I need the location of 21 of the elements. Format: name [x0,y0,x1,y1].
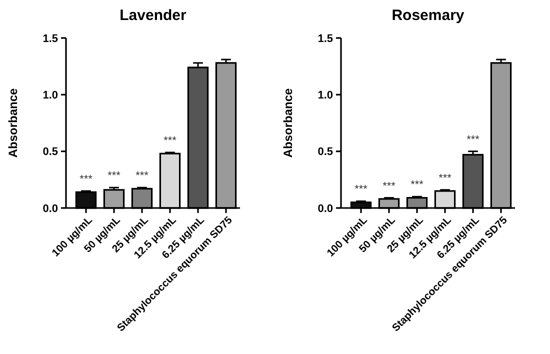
annotation: *** [108,170,122,182]
y-tick-label: 1.5 [318,32,333,45]
chart-title: Lavender [120,7,187,24]
annotation: *** [164,134,178,147]
y-tick-label: 1.5 [42,32,58,45]
y-tick-label: 0.5 [318,146,333,158]
y-tick-label: 1.0 [318,90,333,102]
annotation: *** [382,180,396,192]
y-tick-label: 0.0 [318,202,333,215]
y-axis-title: Absorbance [281,88,295,158]
y-tick-label: 1.0 [42,90,58,102]
annotation: *** [354,184,368,196]
annotation: *** [80,174,94,186]
annotation: *** [438,172,452,184]
y-axis-title: Absorbance [6,88,20,158]
y-tick-label: 0.5 [42,146,58,158]
chart-title: Rosemary [392,7,465,24]
annotation: *** [466,134,480,146]
annotation: *** [410,179,424,192]
y-tick-label: 0.0 [42,202,58,215]
annotation: *** [136,170,150,182]
